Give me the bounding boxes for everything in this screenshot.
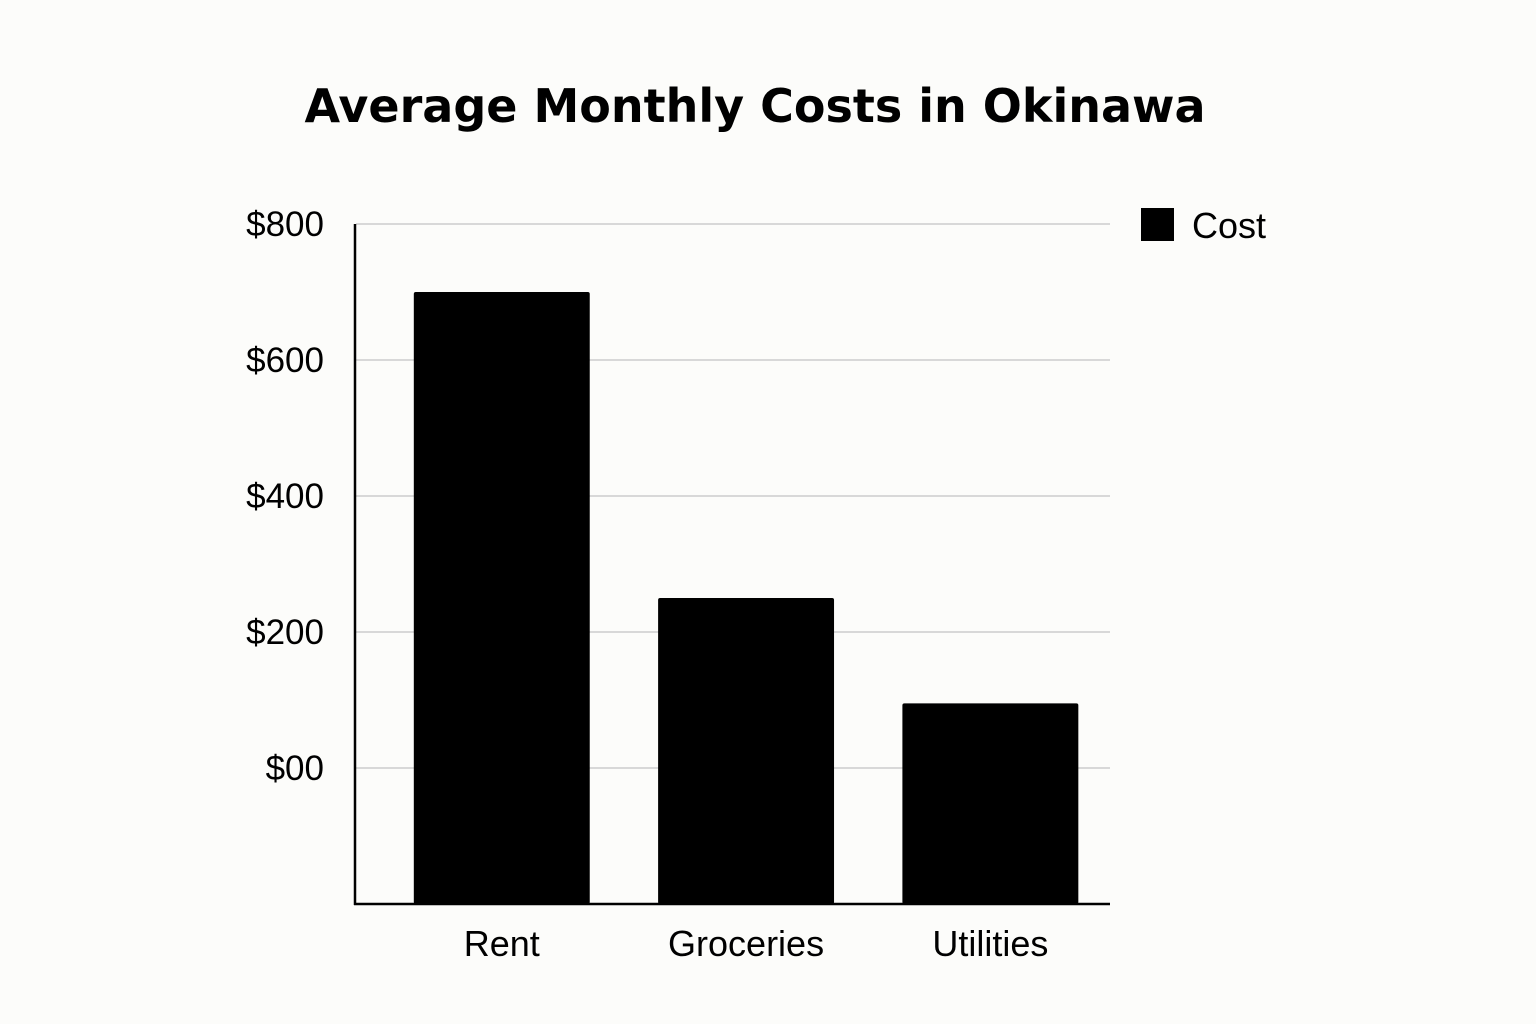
- y-tick-label: $00: [266, 749, 324, 788]
- bars: [413, 292, 1079, 904]
- legend: Cost: [1141, 205, 1266, 246]
- bar-rent: [413, 292, 590, 904]
- y-tick-labels: $800 $600 $400 $200 $00: [246, 205, 324, 788]
- bar-utilities: [902, 703, 1079, 904]
- chart-title: Average Monthly Costs in Okinawa: [304, 79, 1205, 133]
- bar-groceries: [658, 598, 835, 904]
- y-tick-label: $800: [246, 205, 324, 244]
- x-tick-label: Rent: [464, 923, 540, 964]
- x-tick-labels: Rent Groceries Utilities: [464, 923, 1049, 964]
- legend-swatch-cost: [1141, 208, 1174, 241]
- axes: [353, 224, 1110, 906]
- x-tick-label: Utilities: [932, 923, 1048, 964]
- legend-label-cost: Cost: [1192, 205, 1266, 246]
- y-tick-label: $600: [246, 341, 324, 380]
- y-tick-label: $400: [246, 477, 324, 516]
- y-tick-label: $200: [246, 613, 324, 652]
- x-tick-label: Groceries: [668, 923, 824, 964]
